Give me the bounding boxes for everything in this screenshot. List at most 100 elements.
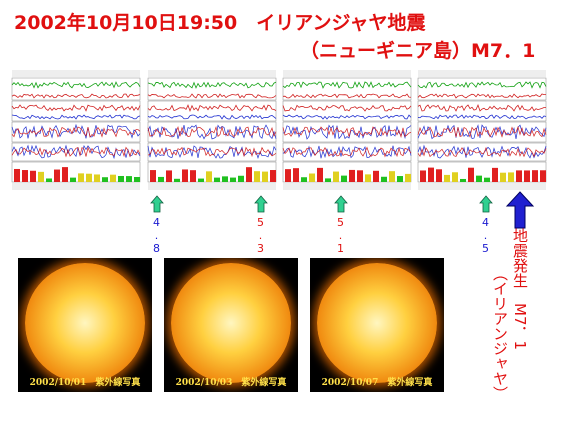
plot-part — [254, 171, 260, 182]
plot-part — [222, 176, 228, 182]
plot-part — [14, 168, 20, 182]
marker-arrow — [334, 195, 348, 213]
plot-part — [206, 171, 212, 182]
plot-part — [147, 77, 277, 101]
plot-part — [417, 124, 547, 140]
plot-part — [147, 100, 277, 122]
plot-part — [70, 177, 76, 182]
plot-part — [282, 81, 412, 89]
plot-part — [38, 171, 44, 182]
plot-part — [282, 104, 412, 112]
plot-part — [283, 183, 411, 190]
kp-value: 5.1 — [334, 216, 347, 255]
photo-caption: 2002/10/03 紫外線写真 — [175, 378, 287, 388]
plot-part — [11, 104, 141, 112]
plot-part — [11, 93, 141, 99]
plot-part — [166, 170, 172, 182]
plot-part — [418, 183, 546, 190]
photo-caption: 2002/10/01 紫外線写真 — [29, 378, 141, 388]
plot-part — [436, 169, 442, 182]
sun — [171, 263, 291, 383]
sun — [317, 263, 437, 383]
plot-part — [11, 123, 141, 139]
plot-part — [417, 104, 547, 112]
plot-part — [12, 183, 140, 190]
plot-part — [417, 142, 547, 162]
plot-part — [282, 145, 412, 159]
plot-part — [147, 114, 277, 120]
plot-part — [365, 174, 371, 182]
plot-part — [381, 176, 387, 182]
plot-part — [147, 104, 277, 112]
plot-part — [62, 167, 68, 182]
plot-part — [508, 172, 514, 182]
plot-part — [417, 81, 547, 89]
plot-part — [11, 146, 141, 158]
plot-part — [46, 178, 52, 182]
plot-part — [309, 173, 315, 182]
marker-arrow — [150, 195, 164, 213]
plot-part — [86, 173, 92, 182]
marker-arrow — [254, 195, 268, 213]
plot-part — [397, 176, 403, 182]
plot-part — [417, 77, 547, 101]
plot-part — [238, 175, 244, 182]
plot-part — [349, 169, 355, 182]
kp-value: 4.5 — [479, 216, 492, 255]
space-weather-plots — [11, 70, 547, 190]
plot-part — [54, 169, 60, 182]
plot-part — [11, 144, 141, 160]
plot-part — [22, 170, 28, 182]
plot-part — [118, 175, 124, 182]
plot-part — [282, 121, 412, 143]
plot-part — [182, 169, 188, 182]
plot-part — [282, 114, 412, 120]
plot-part — [11, 77, 141, 101]
plot-part — [418, 70, 546, 77]
title-line2: （ニューギニア島）M7．1 — [300, 40, 536, 62]
plot-part — [147, 125, 277, 138]
plot-part — [373, 170, 379, 182]
plot-part — [282, 124, 412, 140]
plot-part — [147, 93, 277, 99]
plot-part — [214, 177, 220, 182]
plot-part — [270, 170, 276, 182]
plot-part — [11, 142, 141, 162]
plot-part — [444, 174, 450, 182]
plot-part — [190, 170, 196, 182]
plot-part — [417, 114, 547, 120]
sun — [25, 263, 145, 383]
plot-part — [417, 121, 547, 143]
plot-part — [147, 146, 277, 158]
plot-part — [532, 170, 538, 182]
plot-part — [147, 81, 277, 89]
plot-part — [282, 146, 412, 158]
plot-part — [417, 93, 547, 99]
plot-part — [147, 145, 277, 160]
plot-part — [198, 178, 204, 182]
plot-part — [150, 170, 156, 182]
plot-part — [285, 169, 291, 182]
plot-part — [134, 177, 140, 182]
plot-part — [230, 177, 236, 182]
plot-part — [11, 100, 141, 122]
plot-part — [540, 170, 546, 182]
plot-part — [417, 146, 547, 158]
sun-photo: 2002/10/07 紫外線写真 — [310, 258, 444, 392]
sun-photo: 2002/10/03 紫外線写真 — [164, 258, 298, 392]
plot-part — [524, 170, 530, 182]
plot-part — [325, 178, 331, 182]
plot-part — [389, 171, 395, 182]
plot-part — [476, 175, 482, 182]
plot-part — [174, 178, 180, 182]
plot-part — [11, 81, 141, 89]
event-label: 地震発生 M7．1 — [511, 228, 529, 351]
plot-part — [293, 168, 299, 182]
plot-part — [484, 177, 490, 182]
event-arrow — [505, 191, 535, 229]
plot-part — [460, 178, 466, 182]
plot-part — [282, 93, 412, 99]
title-line1: 2002年10月10日19:50 イリアンジャヤ地震 — [14, 12, 426, 34]
plot-part — [283, 70, 411, 77]
plot-part — [417, 144, 547, 159]
